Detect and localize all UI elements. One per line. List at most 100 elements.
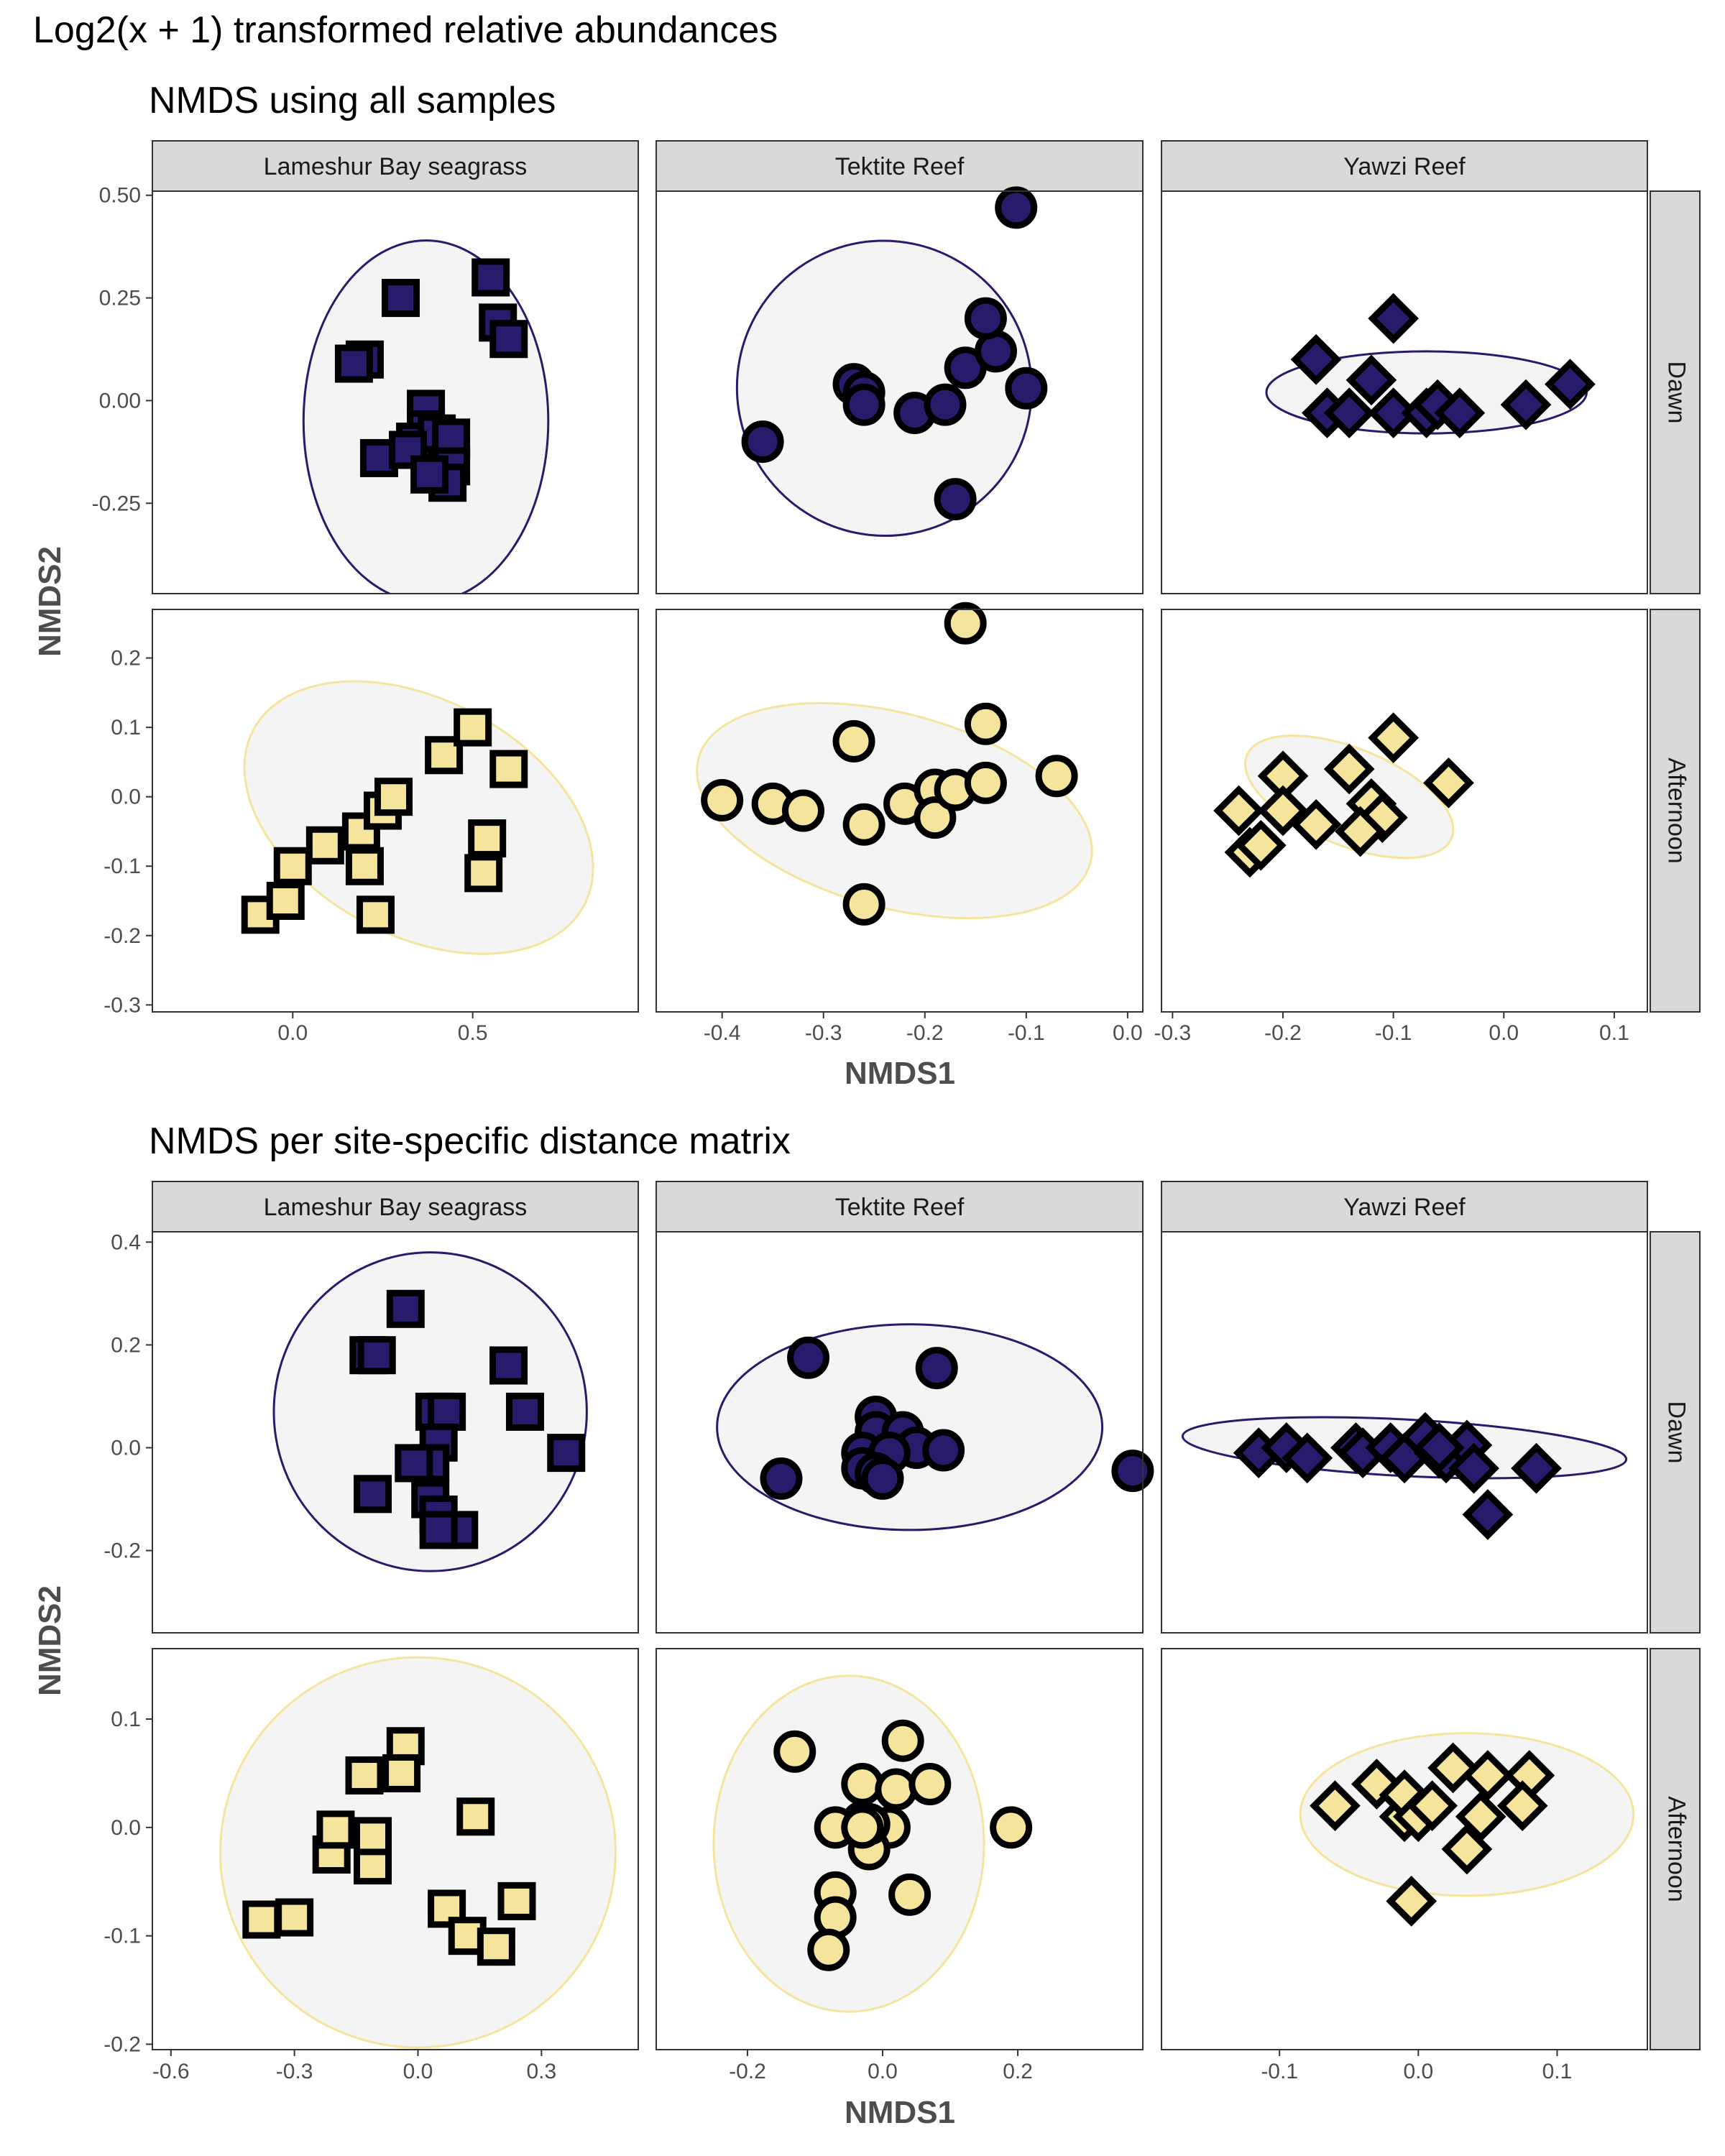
data-point-diamond [1455, 1791, 1506, 1843]
panel-border [1161, 1648, 1648, 2050]
data-point-circle [934, 478, 977, 521]
x-tick-label: -0.2 [729, 2060, 766, 2083]
x-tick-label: 0.0 [403, 2060, 433, 2083]
data-point-square [353, 1817, 392, 1856]
panel-border [1161, 609, 1648, 1013]
facet-panel [1161, 1648, 1648, 2050]
column-strip [152, 140, 639, 192]
column-strip-label: Yawzi Reef [1343, 153, 1466, 180]
data-point-square [456, 1797, 495, 1836]
data-point-circle [842, 383, 886, 426]
data-point-diamond [1235, 819, 1287, 871]
x-tick-label: -0.2 [906, 1021, 944, 1045]
y-tick-label: -0.1 [104, 854, 141, 878]
x-tick-label: 0.2 [1003, 2060, 1033, 2083]
data-point-circle [964, 297, 1007, 340]
data-point-diamond [1500, 379, 1552, 430]
row-strip-label: Dawn [1663, 361, 1690, 424]
section-title-all-samples: NMDS using all samples [149, 80, 556, 121]
column-strip-label: Lameshur Bay seagrass [264, 153, 528, 180]
y-tick-label: 0.2 [111, 1333, 141, 1357]
data-point-diamond [1368, 712, 1420, 763]
x-tick-label: -0.6 [152, 2060, 190, 2083]
x-tick-label: 0.0 [1489, 1021, 1519, 1045]
data-point-square [386, 1289, 425, 1328]
data-point-square [382, 279, 420, 318]
x-tick-label: -0.4 [704, 1021, 741, 1045]
y-tick-label: -0.3 [104, 993, 141, 1017]
data-point-circle [842, 883, 886, 926]
panel-border [152, 190, 639, 594]
x-axis-title: NMDS1 [845, 1056, 955, 1091]
data-point-diamond [1368, 292, 1420, 344]
y-tick-label: 0.0 [111, 786, 141, 809]
y-tick-label: -0.1 [104, 1925, 141, 1948]
data-point-diamond [1413, 1422, 1465, 1473]
data-point-square [275, 1898, 314, 1937]
data-point-diamond [1427, 1742, 1478, 1794]
data-point-square [505, 1392, 544, 1431]
row-strip [1650, 1648, 1701, 2050]
x-tick-label: -0.1 [1261, 2060, 1298, 2083]
data-point-square [353, 1475, 392, 1514]
y-tick-label: 0.0 [111, 1436, 141, 1460]
data-point-square [410, 455, 449, 494]
row-strip-label: Dawn [1663, 1401, 1690, 1464]
column-strip-label: Lameshur Bay seagrass [264, 1194, 528, 1221]
section-title-site-specific: NMDS per site-specific distance matrix [149, 1120, 791, 1162]
x-tick-label: 0.0 [277, 1021, 308, 1045]
facet-panel [656, 186, 1144, 594]
data-point-square [477, 1927, 515, 1966]
data-point-circle [1035, 755, 1078, 798]
y-tick-label: 0.4 [111, 1230, 141, 1254]
data-point-circle [944, 602, 987, 645]
facet-panel [152, 609, 639, 1013]
panel-border [152, 1648, 639, 2050]
section-2: Lameshur Bay seagrass Tektite Reef Yawzi R… [32, 1181, 1701, 2130]
data-point-square [334, 344, 373, 383]
data-point-circle [888, 1873, 932, 1916]
data-point-square [266, 882, 305, 921]
data-point-square [316, 1810, 355, 1849]
y-axis-title: NMDS2 [32, 1585, 68, 1696]
data-point-circle [773, 1730, 816, 1773]
row-strip-label: Afternoon [1663, 757, 1690, 863]
confidence-ellipse [219, 1656, 617, 2049]
panel-border [656, 1648, 1144, 2050]
data-point-square [241, 895, 280, 934]
data-point-circle [782, 789, 825, 832]
x-tick-label: 0.1 [1542, 2060, 1573, 2083]
x-tick-label: -0.1 [1375, 1021, 1412, 1045]
data-point-circle [841, 1763, 884, 1806]
data-point-circle [914, 796, 957, 839]
section-1: Lameshur Bay seagrass Tektite Reef Yawzi R… [32, 140, 1701, 1091]
y-tick-label: 0.1 [111, 716, 141, 740]
y-tick-label: -0.2 [104, 2032, 141, 2056]
x-tick-label: -0.3 [1154, 1021, 1192, 1045]
x-tick-label: 0.0 [868, 2060, 898, 2083]
panel-border [656, 190, 1144, 594]
figure-title: Log2(x + 1) transformed relative abundan… [33, 9, 778, 51]
facet-panel [656, 1648, 1144, 2050]
data-point-diamond [1434, 387, 1486, 438]
x-tick-label: -0.3 [805, 1021, 842, 1045]
data-point-square [454, 708, 492, 747]
x-axis-title: NMDS1 [845, 2095, 955, 2130]
data-point-diamond [1310, 1780, 1361, 1832]
x-tick-label: -0.2 [1264, 1021, 1302, 1045]
facet-panel [1161, 1231, 1648, 1634]
data-point-circle [908, 1763, 952, 1806]
facet-panel [1161, 190, 1648, 594]
column-strip-label: Tektite Reef [835, 1194, 965, 1221]
row-strip [1650, 1231, 1701, 1634]
data-point-square [356, 895, 395, 934]
data-point-square [547, 1434, 586, 1473]
data-point-circle [915, 1347, 958, 1390]
y-tick-label: -0.2 [104, 1539, 141, 1563]
plot-area: Lameshur Bay seagrass Tektite Reef Yawzi R… [32, 140, 1701, 2130]
data-point-diamond [1335, 806, 1386, 857]
data-point-square [489, 750, 528, 788]
panel-border [656, 1231, 1144, 1634]
data-point-diamond [1448, 1442, 1499, 1494]
x-tick-label: 0.3 [527, 2060, 557, 2083]
